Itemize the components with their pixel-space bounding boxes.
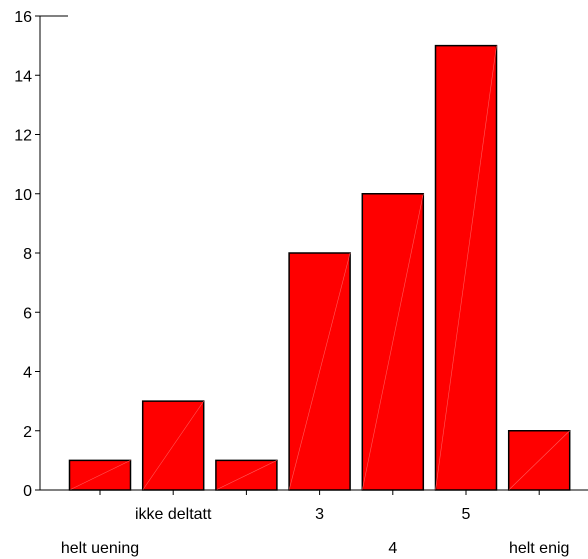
y-ticks-group: 0 2 4 6 8 10 12 14 16 [14,9,40,500]
y-tick-label: 8 [23,246,32,263]
y-tick-label: 12 [14,128,32,145]
y-tick-label: 2 [23,424,32,441]
x-tick-label: 4 [388,540,397,557]
bars-group [68,44,571,491]
bar-diagonal-shade [142,400,204,491]
y-tick-label: 4 [23,365,32,382]
x-tick-label: ikke deltatt [135,506,212,523]
bar-diagonal-shade [288,252,351,491]
y-tick-label: 16 [14,9,32,26]
x-ticks-group: helt uening ikke deltatt 3 4 5 helt enig [61,490,570,557]
y-tick-label: 14 [14,68,32,85]
x-tick-label: 3 [315,506,324,523]
x-tick-label: helt uening [61,540,139,557]
x-tick-label: 5 [462,506,471,523]
bar-diagonal-shade [508,430,570,491]
bar-diagonal-shade [435,45,497,491]
y-tick-label: 10 [14,187,32,204]
bar-diagonal-shade [69,460,131,491]
bar-diagonal-shade [215,460,278,491]
bar-diagonal-shade [362,193,424,491]
x-tick-label: helt enig [509,540,570,557]
y-tick-label: 6 [23,305,32,322]
y-tick-label: 0 [23,483,32,500]
